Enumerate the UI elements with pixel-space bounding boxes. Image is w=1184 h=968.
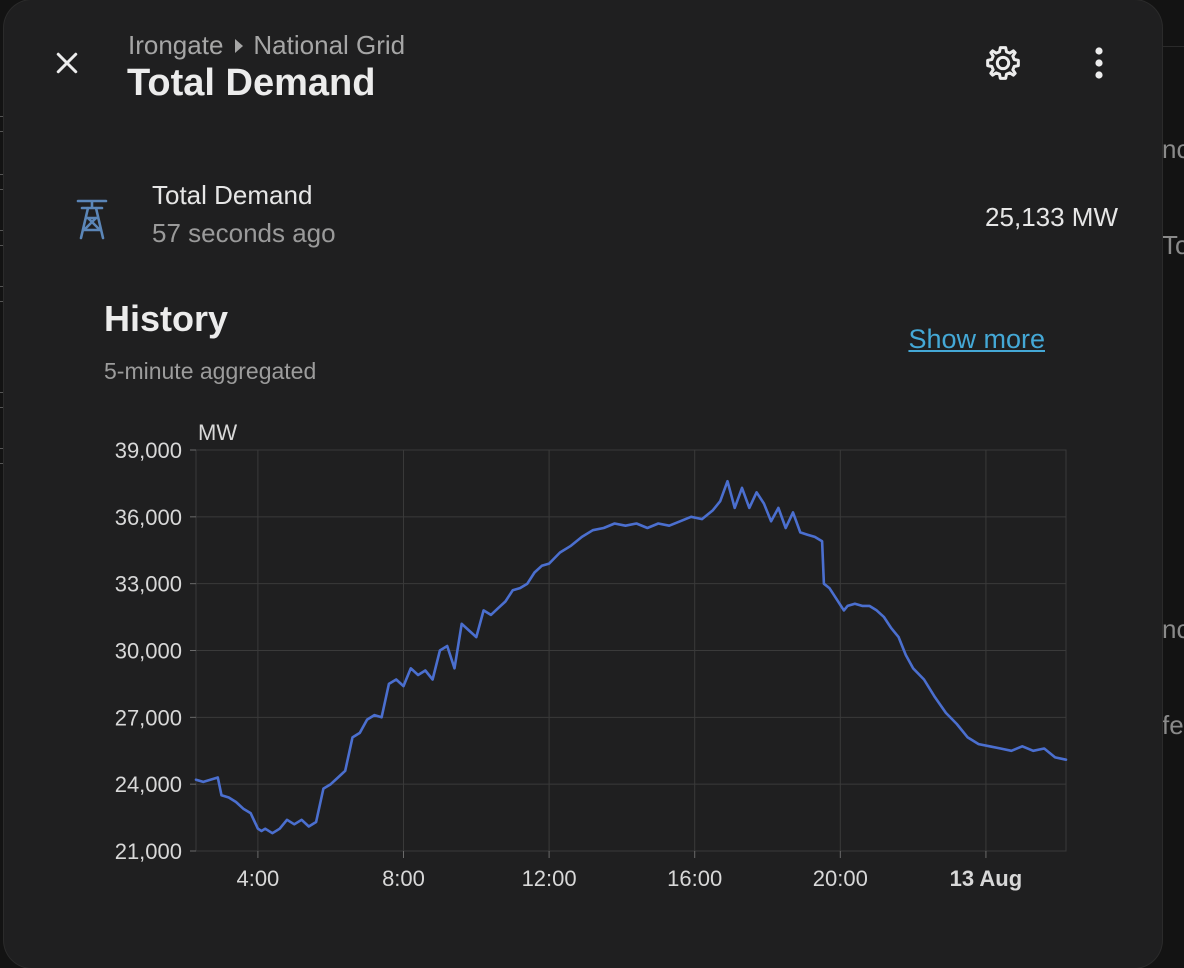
settings-button[interactable] (978, 38, 1028, 88)
x-tick-label: 16:00 (667, 866, 722, 891)
close-icon (56, 52, 78, 74)
dialog-title: Total Demand (127, 62, 376, 104)
breadcrumb-parent[interactable]: Irongate (128, 30, 224, 60)
background-divider (1160, 46, 1184, 47)
background-text-fragment: To (1162, 230, 1184, 260)
y-tick-label: 39,000 (115, 438, 182, 463)
gear-icon (986, 46, 1020, 80)
more-vertical-icon (1095, 47, 1103, 79)
y-tick-label: 24,000 (115, 772, 182, 797)
x-tick-label: 8:00 (382, 866, 425, 891)
entity-row: Total Demand 57 seconds ago 25,133 MW (64, 172, 1130, 262)
transmission-tower-icon (76, 199, 108, 240)
more-options-button[interactable] (1074, 38, 1124, 88)
history-title: History (104, 298, 229, 339)
x-tick-label: 4:00 (236, 866, 279, 891)
background-text-fragment: fer (1162, 710, 1184, 740)
y-tick-label: 30,000 (115, 639, 182, 664)
x-tick-label: 13 Aug (950, 866, 1023, 891)
breadcrumb: Irongate National Grid (128, 30, 405, 61)
x-tick-label: 20:00 (813, 866, 868, 891)
series-line[interactable] (194, 479, 1068, 835)
background-text-fragment: nc (1162, 134, 1184, 164)
x-tick-label: 12:00 (522, 866, 577, 891)
y-tick-label: 33,000 (115, 572, 182, 597)
chart-grid (195, 449, 1067, 852)
chevron-right-icon (235, 38, 244, 53)
chart-series (194, 479, 1068, 835)
background-text-fragment: nc (1162, 614, 1184, 644)
close-button[interactable] (44, 40, 90, 86)
entity-name: Total Demand (152, 180, 313, 210)
y-tick-label: 36,000 (115, 505, 182, 530)
history-chart[interactable]: 21,000 24,000 27,000 30,000 33,000 36,000 39,0… (4, 0, 1162, 968)
entity-last-changed[interactable]: 57 seconds ago (152, 218, 336, 248)
chart-axes: 21,000 24,000 27,000 30,000 33,000 36,000 39,0… (115, 420, 1022, 891)
show-more-link[interactable]: Show more (908, 324, 1045, 354)
y-axis-label: MW (198, 420, 237, 445)
breadcrumb-current[interactable]: National Grid (253, 30, 406, 60)
entity-state-value: 25,133 MW (985, 202, 1118, 232)
y-tick-label: 27,000 (115, 705, 182, 730)
more-info-dialog: Irongate National Grid Total Demand Tota… (4, 0, 1162, 968)
y-tick-label: 21,000 (115, 839, 182, 864)
history-subtitle: 5-minute aggregated (104, 358, 317, 384)
